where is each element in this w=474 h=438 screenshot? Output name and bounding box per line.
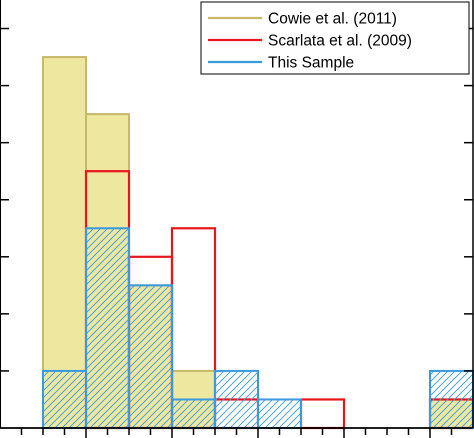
legend-label-this-sample: This Sample (268, 55, 354, 72)
bar-scarlata-et-al-2009-6 (299, 398, 346, 430)
bars-layer (42, 56, 474, 430)
bar-this-sample-5 (257, 398, 302, 430)
legend-label-scarlata-et-al-2009: Scarlata et al. (2009) (268, 33, 412, 50)
bar-this-sample-2 (128, 284, 173, 430)
legend: Cowie et al. (2011) Scarlata et al. (2009… (200, 1, 470, 75)
bar-this-sample-9 (429, 369, 474, 429)
bar-this-sample-3 (171, 398, 216, 430)
legend-label-cowie-et-al-2011: Cowie et al. (2011) (268, 11, 397, 28)
bar-this-sample-4 (214, 369, 259, 429)
bar-this-sample-0 (42, 369, 87, 429)
series-this-sample (42, 227, 474, 430)
bar-this-sample-1 (85, 227, 130, 429)
bar-cowie-et-al-2011-0 (42, 56, 87, 429)
